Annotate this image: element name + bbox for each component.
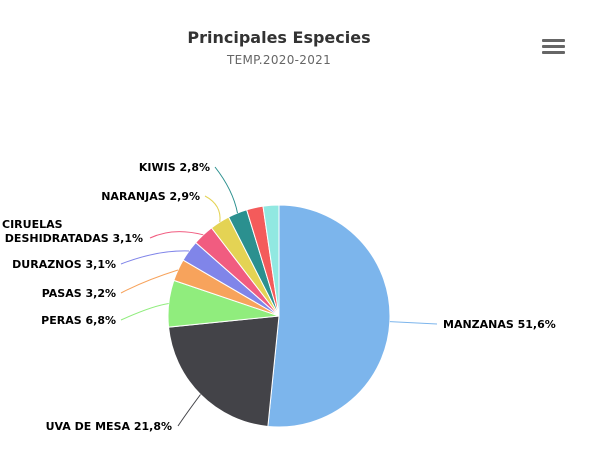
connector-line <box>120 250 190 265</box>
connector-line <box>177 394 201 427</box>
data-label: NARANJAS 2,9% <box>101 190 200 203</box>
connector-line <box>214 166 238 214</box>
pie-slice[interactable] <box>267 204 391 428</box>
data-label: KIWIS 2,8% <box>139 161 210 174</box>
pie-slice[interactable] <box>262 204 280 317</box>
menu-bar <box>542 51 565 54</box>
pie-slice[interactable] <box>168 315 280 427</box>
data-label: MANZANAS 51,6% <box>443 318 556 331</box>
data-label: DURAZNOS 3,1% <box>12 258 116 271</box>
hamburger-menu-icon[interactable] <box>541 36 567 58</box>
connector-line <box>204 195 221 223</box>
connector-line <box>120 269 179 294</box>
data-label: PASAS 3,2% <box>42 287 116 300</box>
menu-bar <box>542 39 565 42</box>
connector-line <box>389 321 438 325</box>
connector-lines <box>120 166 438 427</box>
data-label: CIRUELAS DESHIDRATADAS 3,1% <box>2 218 143 245</box>
pie-slices <box>167 204 391 428</box>
data-labels: MANZANAS 51,6% UVA DE MESA 21,8% PERAS 6,8… <box>2 161 556 433</box>
data-label: UVA DE MESA 21,8% <box>46 420 172 433</box>
connector-line <box>149 231 204 239</box>
chart-title: Principales Especies <box>187 28 371 47</box>
connector-line <box>120 303 169 321</box>
menu-bar <box>542 45 565 48</box>
data-label: PERAS 6,8% <box>41 314 116 327</box>
chart-subtitle: TEMP.2020-2021 <box>226 53 332 67</box>
